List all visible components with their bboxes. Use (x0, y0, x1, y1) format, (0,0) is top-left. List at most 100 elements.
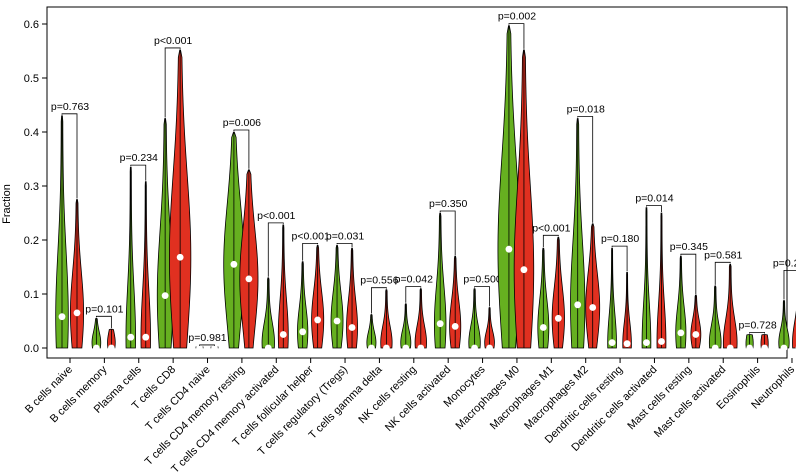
median-point (539, 324, 547, 331)
median-point (279, 331, 287, 338)
median-point (176, 253, 184, 261)
p-value-bracket (336, 243, 353, 248)
median-point (402, 344, 410, 352)
p-value-bracket (646, 205, 662, 212)
p-value-bracket (233, 129, 250, 169)
median-point (161, 292, 169, 300)
p-value-bracket (714, 261, 731, 285)
median-point (761, 344, 768, 352)
median-point (58, 313, 66, 321)
p-value-bracket (95, 315, 112, 329)
p-value-bracket (199, 344, 215, 346)
median-point (554, 314, 562, 322)
p-value-bracket (164, 47, 181, 118)
p-value-label: p=0.981 (188, 332, 226, 344)
p-value-bracket (474, 286, 490, 307)
median-point (436, 320, 444, 328)
median-point (520, 266, 528, 274)
median-point (643, 339, 650, 346)
median-point (677, 329, 685, 337)
median-point (589, 304, 597, 311)
median-point (383, 344, 390, 352)
p-value-bracket (749, 332, 765, 334)
median-point (142, 333, 150, 341)
p-value-bracket (783, 270, 796, 300)
x-tick-label: T cells CD4 naive (143, 364, 212, 433)
median-point (711, 344, 719, 352)
p-value-bracket (405, 286, 422, 303)
p-value-label: p=0.031 (326, 230, 364, 242)
median-point (746, 344, 753, 352)
y-axis-label: Fraction (1, 184, 13, 224)
p-value-label: p=0.556 (360, 275, 398, 287)
median-point (230, 260, 238, 268)
median-point (574, 301, 582, 309)
p-value-label: p=0.763 (51, 101, 89, 113)
y-tick-label: 0.2 (24, 235, 39, 247)
median-point (299, 328, 307, 336)
p-value-label: p<0.001 (154, 35, 192, 47)
p-value-label: p=0.728 (738, 320, 776, 332)
p-value-label: p=0.298 (773, 257, 796, 269)
median-point (780, 344, 788, 352)
median-point (92, 344, 100, 352)
p-value-bracket (577, 116, 594, 223)
p-value-bracket (508, 23, 525, 49)
y-tick-label: 0.3 (24, 181, 39, 193)
y-tick-label: 0.0 (24, 343, 39, 355)
median-point (333, 317, 341, 325)
median-point (73, 309, 81, 317)
p-value-bracket (302, 243, 319, 261)
p-value-bracket (680, 253, 697, 295)
median-point (314, 316, 322, 324)
violin-2 (792, 310, 796, 349)
x-tick-label: Macrophages M2 (522, 364, 591, 433)
median-point (368, 344, 375, 352)
median-point (692, 331, 700, 338)
median-point (486, 344, 493, 352)
median-point (471, 344, 478, 352)
median-point (245, 275, 253, 283)
p-value-bracket (542, 234, 559, 248)
p-value-label: p=0.042 (395, 274, 433, 286)
p-value-bracket (439, 210, 456, 256)
p-value-label: p=0.180 (601, 233, 639, 245)
x-tick-label: Macrophages M0 (453, 364, 522, 433)
plot-frame (46, 6, 788, 359)
p-value-label: p<0.001 (257, 210, 295, 222)
p-value-bracket (267, 222, 284, 277)
y-tick-label: 0.5 (24, 73, 39, 85)
median-point (211, 344, 218, 352)
p-value-label: p=0.014 (635, 193, 673, 205)
median-point (348, 324, 356, 331)
y-tick-label: 0.1 (24, 289, 39, 301)
p-value-label: p<0.001 (292, 230, 330, 242)
median-point (505, 245, 513, 253)
p-value-label: p=0.234 (120, 152, 158, 164)
p-value-bracket (130, 164, 147, 181)
x-tick-label: Mast cells resting (625, 364, 694, 433)
median-point (127, 333, 135, 341)
p-value-label: p=0.350 (429, 198, 467, 210)
p-value-label: p=0.018 (567, 104, 605, 116)
median-point (608, 339, 616, 346)
median-point (726, 344, 734, 352)
p-value-bracket (371, 287, 387, 314)
p-value-bracket (61, 113, 78, 199)
median-point (417, 344, 425, 352)
p-value-label: p<0.001 (532, 222, 570, 234)
median-point (658, 338, 665, 345)
p-value-label: p=0.101 (85, 303, 123, 315)
x-tick-label: Macrophages M1 (488, 364, 557, 433)
median-point (107, 344, 115, 352)
y-tick-label: 0.6 (24, 19, 39, 31)
p-value-label: p=0.581 (704, 249, 742, 261)
p-value-label: p=0.006 (223, 117, 261, 129)
p-value-label: p=0.345 (670, 241, 708, 253)
median-point (196, 344, 203, 352)
y-tick-label: 0.4 (24, 127, 39, 139)
median-point (623, 340, 631, 348)
median-point (451, 323, 459, 330)
p-value-label: p=0.002 (498, 11, 536, 23)
